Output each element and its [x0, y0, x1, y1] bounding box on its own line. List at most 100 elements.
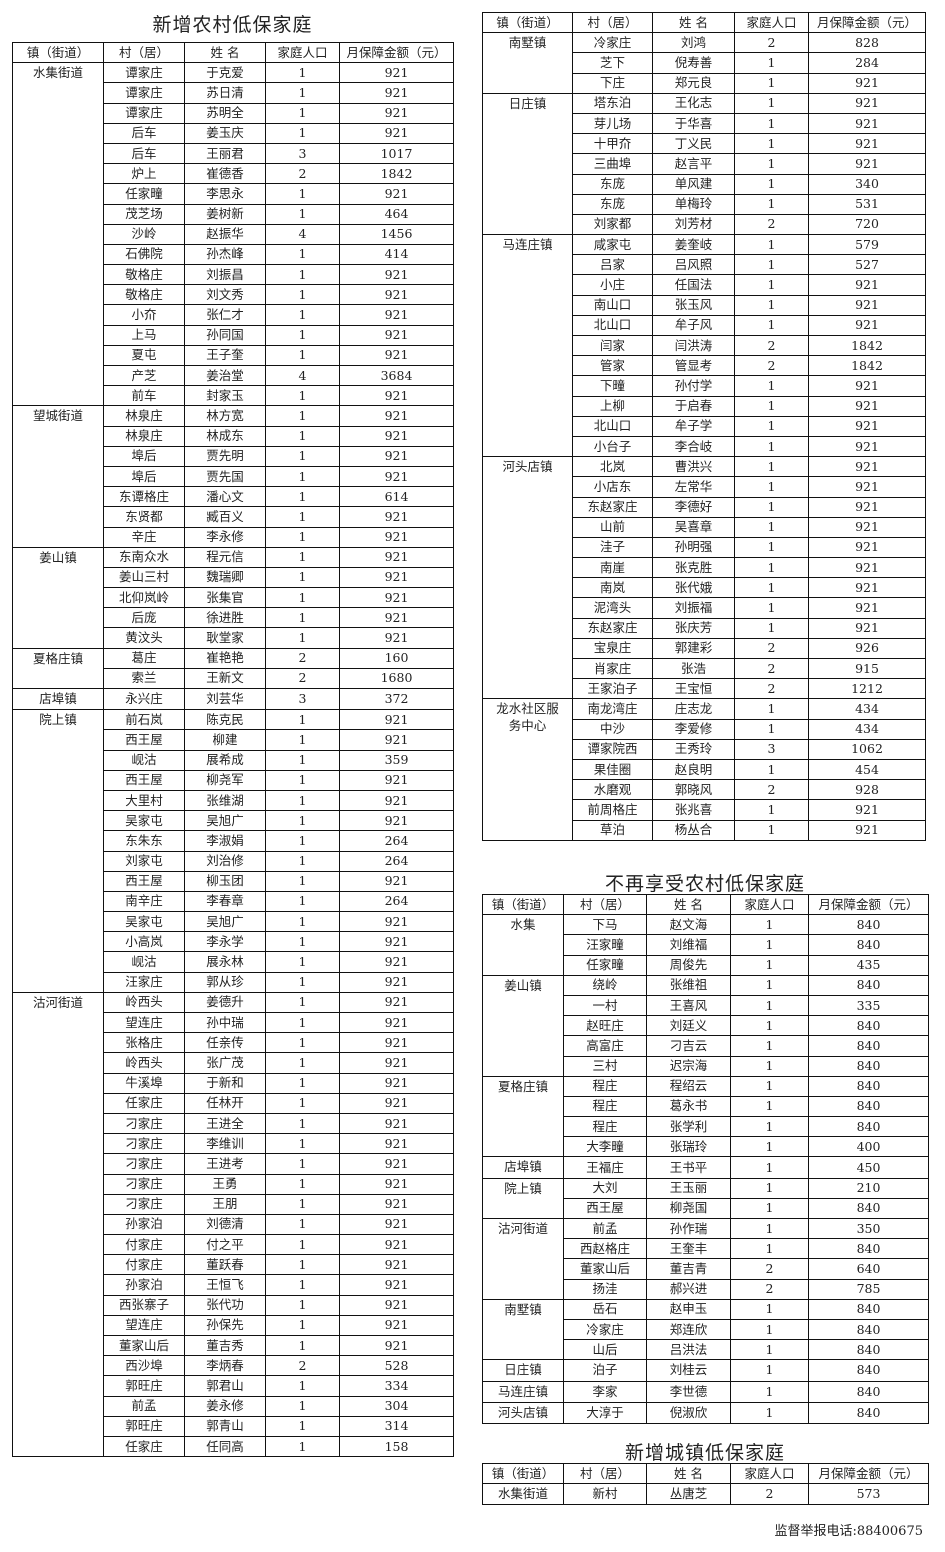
name-cell: 刘芳材 [652, 213, 735, 236]
table-row: 吕家 吕风照 1 527 [483, 254, 926, 276]
monthly-amount-cell: 921 [339, 1254, 454, 1276]
name-cell: 魏瑞卿 [184, 566, 266, 589]
household-size-cell: 1 [265, 1112, 340, 1135]
village-cell: 吕家 [572, 254, 653, 276]
monthly-amount-cell: 921 [339, 102, 454, 124]
monthly-amount-cell: 840 [808, 974, 929, 996]
village-cell: 任家疃 [103, 183, 185, 205]
name-cell: 付之平 [184, 1234, 266, 1256]
monthly-amount-cell: 921 [339, 709, 454, 731]
name-cell: 孙杰峰 [184, 243, 266, 266]
monthly-amount-cell: 840 [808, 1238, 929, 1260]
town-cell: 水集 [482, 914, 564, 976]
village-cell: 东谭格庄 [103, 486, 185, 508]
table-row: 黄汶头 耿堂家 1 921 [13, 627, 454, 649]
monthly-amount-cell: 304 [339, 1395, 454, 1417]
household-size-cell: 1 [265, 991, 340, 1014]
village-cell: 南辛庄 [103, 890, 185, 913]
name-cell: 刘德清 [184, 1213, 266, 1236]
column-header: 家庭人口 [265, 41, 340, 64]
name-cell: 姜玉庆 [184, 122, 266, 144]
name-cell: 董跃春 [184, 1254, 266, 1276]
household-size-cell: 1 [265, 1314, 340, 1337]
name-cell: 王书平 [646, 1156, 731, 1179]
household-size-cell: 2 [265, 163, 340, 185]
monthly-amount-cell: 400 [808, 1136, 929, 1158]
household-size-cell: 2 [734, 32, 809, 54]
table-row: 望连庄 孙中瑞 1 921 [13, 1011, 454, 1034]
household-size-cell: 1 [730, 1401, 809, 1424]
monthly-amount-cell: 921 [339, 971, 454, 993]
village-cell: 上马 [103, 324, 185, 346]
household-size-cell: 1 [265, 830, 340, 852]
monthly-amount-cell: 1842 [808, 334, 926, 357]
name-cell: 吴旭广 [184, 810, 266, 832]
monthly-amount-cell: 921 [808, 375, 926, 397]
monthly-amount-cell: 921 [339, 1173, 454, 1195]
village-cell: 埠后 [103, 445, 185, 467]
town-cell: 夏格庄镇 [12, 647, 104, 690]
column-header: 村（居） [563, 1462, 647, 1485]
table-row: 宝泉庄 郭建彩 2 926 [483, 637, 926, 660]
village-cell: 茂芝场 [103, 203, 185, 225]
village-cell: 西张寨子 [103, 1294, 185, 1316]
household-size-cell: 1 [265, 971, 340, 993]
village-cell: 东庞 [572, 173, 653, 195]
town-cell: 水集街道 [482, 1483, 564, 1506]
name-cell: 任林开 [184, 1092, 266, 1114]
name-cell: 郭建彩 [652, 637, 735, 660]
name-cell: 郑连欣 [646, 1318, 731, 1341]
household-size-cell: 1 [265, 203, 340, 225]
monthly-amount-cell: 921 [808, 557, 926, 579]
village-cell: 下马 [563, 914, 647, 936]
household-size-cell: 1 [734, 395, 809, 417]
village-cell: 埠后 [103, 465, 185, 488]
village-cell: 泥湾头 [572, 597, 653, 619]
name-cell: 张兆喜 [652, 799, 735, 821]
table-row: 董家山后 董吉青 2 640 [483, 1258, 929, 1280]
village-cell: 黄汶头 [103, 627, 185, 649]
village-cell: 北山口 [572, 415, 653, 437]
name-cell: 张代娥 [652, 577, 735, 599]
household-size-cell: 1 [730, 974, 809, 996]
household-size-cell: 1 [734, 577, 809, 599]
monthly-amount-cell: 921 [339, 264, 454, 286]
monthly-amount-cell: 335 [808, 994, 929, 1017]
monthly-amount-cell: 434 [808, 698, 926, 720]
village-cell: 大李疃 [563, 1136, 647, 1158]
name-cell: 于启春 [652, 395, 735, 417]
household-size-cell: 1 [265, 1153, 340, 1175]
household-size-cell: 1 [265, 344, 340, 367]
table-row: 扬洼 郝兴进 2 785 [483, 1278, 929, 1300]
village-cell: 南龙湾庄 [572, 698, 653, 720]
name-cell: 郭君山 [184, 1375, 266, 1397]
name-cell: 刁吉云 [646, 1035, 731, 1057]
village-cell: 汪家庄 [103, 971, 185, 993]
rural-removed-table: 镇（街道） 村（居）姓 名家庭人口 月保障金额（元） 水集 下马 赵文海 1 840 汪家疃 刘维… [482, 893, 929, 1424]
table-row: 刁家庄 王勇 1 921 [13, 1173, 454, 1195]
household-size-cell: 1 [734, 234, 809, 256]
monthly-amount-cell: 921 [808, 72, 926, 94]
monthly-amount-cell: 921 [339, 1112, 454, 1135]
household-size-cell: 1 [730, 1116, 809, 1138]
table-row: 西沙埠 李炳春 2 528 [13, 1355, 454, 1377]
household-size-cell: 1 [265, 1375, 340, 1397]
household-size-cell: 1 [734, 557, 809, 579]
household-size-cell: 1 [730, 994, 809, 1017]
table-row: 高富庄 刁吉云 1 840 [483, 1035, 929, 1057]
village-cell: 冷家庄 [572, 32, 653, 54]
name-cell: 倪淑欣 [646, 1401, 731, 1424]
monthly-amount-cell: 640 [808, 1258, 929, 1280]
village-cell: 刘家屯 [103, 850, 185, 872]
name-cell: 左常华 [652, 476, 735, 498]
table-row: 中沙 李爱修 1 434 [483, 718, 926, 740]
village-cell: 北岚 [572, 456, 653, 478]
table-row: 南崖 张克胜 1 921 [483, 557, 926, 579]
table-row: 下庄 郑元良 1 921 [483, 72, 926, 94]
name-cell: 王勇 [184, 1173, 266, 1195]
monthly-amount-cell: 921 [339, 789, 454, 812]
monthly-amount-cell: 921 [808, 133, 926, 155]
table-row: 一村 王喜风 1 335 [483, 994, 929, 1017]
household-size-cell: 1 [734, 314, 809, 337]
village-cell: 前孟 [563, 1217, 647, 1240]
